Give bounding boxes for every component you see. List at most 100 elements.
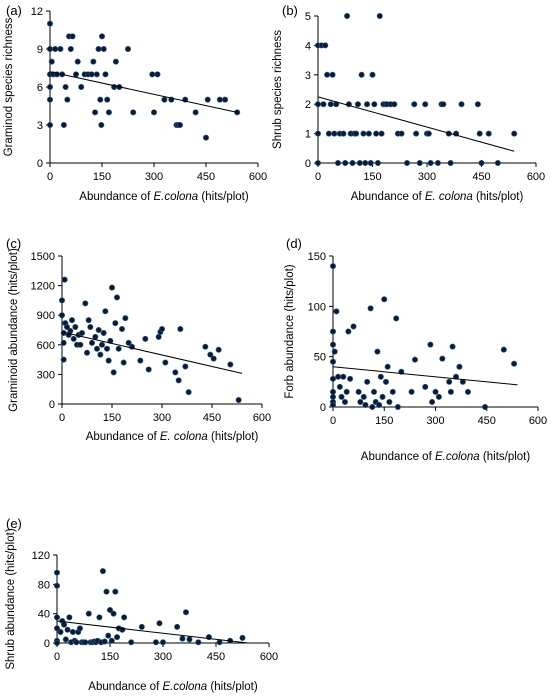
chart-a-x-tick-label: 150 <box>93 171 111 183</box>
chart-a-data-point <box>92 109 99 116</box>
chart-b-data-point <box>325 130 332 137</box>
chart-c-data-point <box>97 351 104 358</box>
chart-d-y-tick-label: 150 <box>308 251 326 263</box>
chart-c-y-tick-label: 1500 <box>31 251 55 263</box>
chart-a-data-point <box>161 96 168 103</box>
chart-d-data-point <box>338 393 345 400</box>
chart-b-data-point <box>356 160 363 167</box>
chart-d-y-tick-label: 0 <box>320 402 326 414</box>
chart-d-data-point <box>464 388 471 395</box>
chart-e-y-tick-label: 40 <box>38 609 50 621</box>
panel-label-a: (a) <box>6 3 22 18</box>
chart-d-data-point <box>329 393 336 400</box>
chart-a-data-point <box>192 109 199 116</box>
chart-a-x-tick-label: 600 <box>249 171 267 183</box>
chart-e-data-point <box>99 568 106 575</box>
panel-label-e: (e) <box>6 516 22 531</box>
chart-d-data-point <box>362 401 369 408</box>
chart-c-data-point <box>162 359 169 366</box>
chart-d-data-point <box>374 348 381 355</box>
chart-a-x-tick-label: 0 <box>47 171 53 183</box>
chart-c-data-point <box>104 345 111 352</box>
chart-b-data-point <box>376 13 383 20</box>
chart-e-y-tick-label: 80 <box>38 579 50 591</box>
chart-d-y-axis-title: Forb abundance (hits/plot) <box>284 264 296 398</box>
chart-a-data-point <box>151 109 158 116</box>
chart-d-data-point <box>435 393 442 400</box>
chart-e-data-point <box>64 626 71 633</box>
chart-panel-d: (d) 0 150 300 450 600 0 50 100 150 Abundance of E… <box>284 236 547 463</box>
chart-d-y-tick-label: 50 <box>314 352 326 364</box>
chart-b-y-tick-label: 2 <box>305 99 311 111</box>
chart-a-data-point <box>203 134 210 141</box>
chart-a-data-point <box>46 96 53 103</box>
chart-b-data-point <box>398 130 405 137</box>
chart-c-y-tick-label: 600 <box>37 340 55 352</box>
chart-a-data-point <box>74 58 81 65</box>
chart-b-data-point <box>369 71 376 78</box>
chart-d-x-tick-label: 0 <box>330 415 336 427</box>
chart-d-data-point <box>364 378 371 385</box>
chart-d-data-point <box>370 388 377 395</box>
chart-a-y-axis-title: Graminod species richness <box>3 17 15 156</box>
chart-b-data-point <box>329 71 336 78</box>
chart-c-data-point <box>89 339 96 346</box>
chart-a-y-tick-label: 12 <box>31 6 43 18</box>
chart-b-data-point <box>349 160 356 167</box>
chart-e-data-point <box>114 634 121 641</box>
chart-a-data-point <box>104 96 111 103</box>
chart-c-data-point <box>95 326 102 333</box>
chart-a-data-point <box>112 58 119 65</box>
chart-c-data-point <box>94 345 101 352</box>
chart-b-x-axis-title: Abundance of E. colona (hits/plot) <box>351 191 524 203</box>
chart-d-data-point <box>343 388 350 395</box>
chart-b-data-point <box>344 13 351 20</box>
chart-e-y-axis-title: Shrub abundance (hits/plot) <box>5 528 17 669</box>
chart-b-data-point <box>314 101 321 108</box>
chart-a-data-point <box>204 96 211 103</box>
chart-b-data-point <box>322 42 329 49</box>
chart-e-data-point <box>186 636 193 643</box>
chart-panel-a: (a) 0 150 300 450 600 0 3 6 9 12 Abundance of E.co… <box>3 3 267 203</box>
chart-d-data-point <box>331 348 338 355</box>
chart-e-data-point <box>121 614 128 621</box>
chart-e-data-point <box>53 639 60 646</box>
chart-d-data-point <box>511 360 518 367</box>
chart-d-data-point <box>329 401 336 408</box>
chart-b-data-point <box>378 130 385 137</box>
chart-c-x-tick-label: 0 <box>59 412 65 424</box>
chart-b-data-point <box>342 160 349 167</box>
chart-a-data-point <box>48 58 55 65</box>
chart-e-data-point <box>101 638 108 645</box>
chart-c-data-point <box>155 333 162 340</box>
chart-e-x-tick-label: 0 <box>54 651 60 663</box>
chart-d-data-point <box>329 375 336 382</box>
chart-a-data-point <box>93 71 100 78</box>
chart-b-data-point <box>494 160 501 167</box>
chart-b-data-point <box>374 160 381 167</box>
chart-c-data-point <box>177 326 184 333</box>
chart-c-data-point <box>210 355 217 362</box>
chart-e-y-tick-label: 0 <box>44 638 50 650</box>
chart-d-data-point <box>347 375 354 382</box>
chart-b-y-tick-label: 1 <box>305 129 311 141</box>
chart-c-data-point <box>61 276 68 283</box>
chart-a-data-point <box>125 45 132 52</box>
chart-d-data-point <box>329 328 336 335</box>
chart-d-data-point <box>329 358 336 365</box>
chart-c-data-point <box>87 324 94 331</box>
chart-c-data-point <box>115 345 122 352</box>
chart-e-data-point <box>239 634 246 641</box>
chart-c-y-tick-label: 900 <box>37 310 55 322</box>
chart-b-data-point <box>320 101 327 108</box>
chart-e-data-point <box>160 639 167 646</box>
chart-e-data-point <box>107 606 114 613</box>
chart-b-data-point <box>425 130 432 137</box>
chart-e-data-point <box>76 625 83 632</box>
chart-d-data-point <box>386 398 393 405</box>
chart-b-x-tick-label: 600 <box>527 171 545 183</box>
chart-c-data-point <box>142 335 149 342</box>
chart-c-y-axis-title: Graminoid abundance (hits/plot) <box>8 248 20 412</box>
chart-d-data-point <box>355 388 362 395</box>
